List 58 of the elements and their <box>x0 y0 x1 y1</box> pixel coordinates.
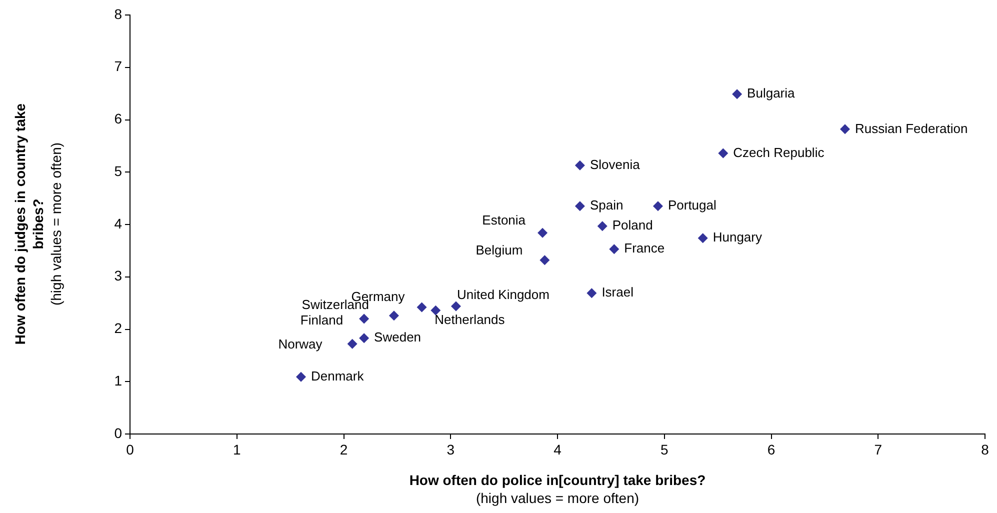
point <box>359 333 370 344</box>
x-tick-label: 1 <box>232 441 241 458</box>
annotation: France <box>624 240 665 256</box>
annotation: Netherlands <box>434 312 506 327</box>
point <box>718 148 728 158</box>
x-tick-label: 8 <box>981 441 990 458</box>
x-tick-label: 7 <box>874 441 882 458</box>
point <box>597 221 608 232</box>
point <box>359 314 370 324</box>
annotation: Czech Republic <box>733 144 825 160</box>
annotation: Bulgaria <box>747 86 796 101</box>
point <box>698 233 708 244</box>
point <box>540 255 550 266</box>
y-tick-label: 5 <box>114 162 122 179</box>
annotation: Denmark <box>311 368 364 384</box>
point <box>609 244 620 254</box>
point <box>732 89 742 100</box>
point <box>430 305 441 316</box>
point <box>347 338 358 349</box>
annotation: Portugal <box>668 198 716 213</box>
annotation: Israel <box>602 284 634 300</box>
x-tick-label: 5 <box>660 441 668 458</box>
y-axis-title: How often do judges in country take bribes? (high values = more often) <box>11 102 65 347</box>
annotation: Hungary <box>712 230 762 245</box>
point <box>416 302 427 312</box>
y-tick-label: 3 <box>114 268 122 284</box>
x-tick-label: 4 <box>554 441 562 458</box>
annotation: Sweden <box>374 330 422 345</box>
annotation: Norway <box>278 336 323 352</box>
y-tick-label: 1 <box>114 372 122 388</box>
annotation: Slovenia <box>590 156 641 172</box>
point <box>840 124 850 134</box>
y-tick-label: 8 <box>114 6 122 22</box>
annotation: Russian Federation <box>854 120 968 136</box>
annotation: Poland <box>612 218 653 233</box>
annotation: Spain <box>590 198 624 213</box>
x-tick-label: 2 <box>340 441 348 458</box>
point <box>586 288 597 298</box>
y-tick-label: 4 <box>114 215 122 232</box>
point <box>538 228 548 238</box>
point <box>574 160 585 170</box>
y-tick-label: 7 <box>114 58 122 74</box>
x-tick-label: 0 <box>126 441 134 458</box>
y-tick-label: 6 <box>114 110 122 127</box>
x-axis-title: How often do police in[country] take bribes? (high values = more often) <box>408 471 707 507</box>
point <box>450 301 461 312</box>
x-tick-label: 6 <box>767 441 776 458</box>
annotation: Belgium <box>476 242 523 258</box>
point <box>296 372 306 382</box>
annotation: Estonia <box>482 212 526 228</box>
y-tick-label: 2 <box>114 320 122 336</box>
point <box>388 310 399 321</box>
point <box>574 201 585 212</box>
annotation: United Kingdom <box>456 286 550 302</box>
annotation: Finland <box>300 312 344 328</box>
y-tick-label: 0 <box>114 424 122 441</box>
x-tick-label: 3 <box>446 441 455 458</box>
point <box>652 201 663 212</box>
